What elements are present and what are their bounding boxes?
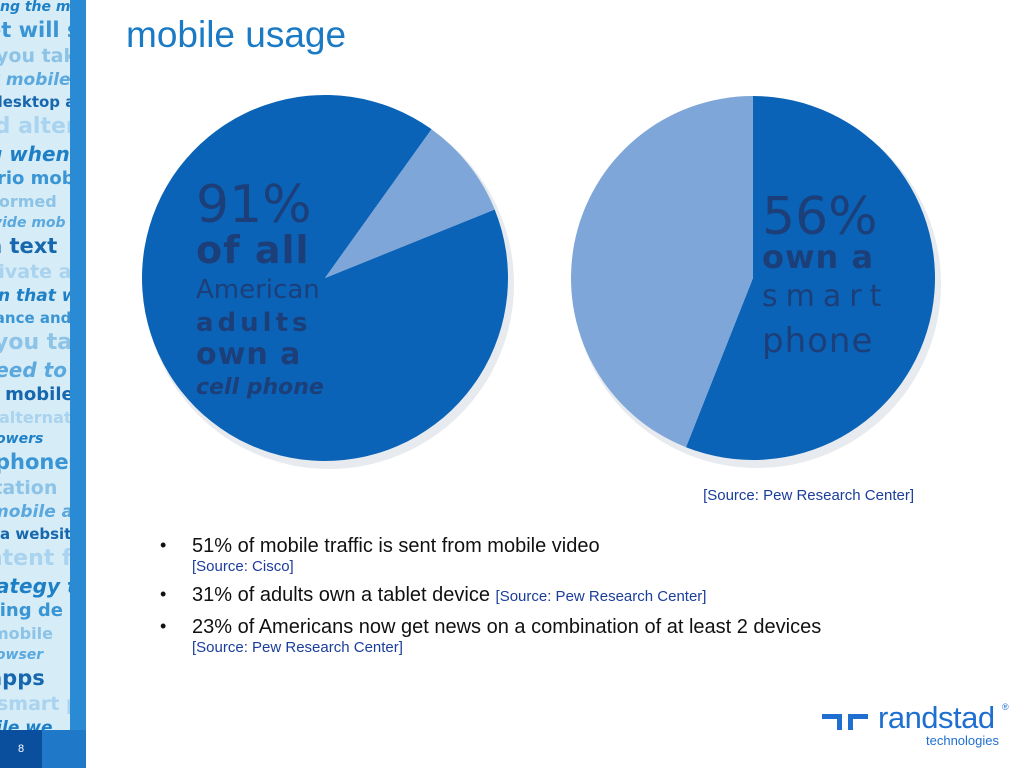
bullet-text: 31% of adults own a tablet device — [192, 584, 490, 607]
bullet-item: • 51% of mobile traffic is sent from mobi… — [160, 535, 960, 575]
bullet-text: 51% of mobile traffic is sent from mobil… — [192, 535, 600, 557]
bullet-list: • 51% of mobile traffic is sent from mobi… — [160, 535, 960, 666]
side-word: bile we — [0, 718, 53, 731]
bullet-dot: • — [160, 584, 167, 605]
pie-overlay-label: adults — [196, 308, 311, 338]
side-word: browser — [0, 647, 44, 663]
side-word: et will shi — [0, 18, 70, 42]
pie-overlay-label: cell phone — [196, 375, 324, 400]
side-word: smart phon — [0, 693, 70, 715]
bullet-source: [Source: Cisco] — [192, 558, 294, 575]
pie-overlay-label: 91% — [196, 175, 312, 235]
side-word: ntent for — [0, 546, 70, 571]
side-word: rformed — [0, 192, 57, 211]
side-word: nd alterna — [0, 114, 70, 139]
pie-overlay-label: smart — [762, 279, 889, 314]
side-word: fring de — [0, 600, 63, 621]
footer-accent-box — [42, 730, 86, 768]
bullet-item: • 23% of Americans now get news on a comb… — [160, 616, 960, 656]
side-word: desktop acc — [0, 93, 70, 111]
side-word: n that will — [0, 286, 70, 306]
side-word: apps — [0, 666, 45, 690]
side-word: g when — [0, 142, 70, 166]
side-word: powers — [0, 431, 44, 447]
side-word: ng the mob — [0, 0, 70, 15]
side-word: vide mob — [0, 215, 66, 231]
side-word: you take — [0, 45, 70, 67]
side-word: vance and — [0, 309, 70, 327]
side-word: a website — [0, 525, 70, 543]
bullet-text: 23% of Americans now get news on a combi… — [192, 616, 822, 639]
logo-subtitle: technologies — [926, 733, 999, 748]
bullet-dot: • — [160, 616, 167, 637]
side-word: phones — [0, 450, 70, 474]
side-word-cloud: ng the mob et will shi you take ly mobile de… — [0, 0, 70, 730]
side-word: rivate and — [0, 261, 70, 283]
pie-overlay-label: of all — [196, 228, 310, 272]
logo-wordmark: randstad — [878, 700, 995, 735]
side-word: r mobile — [0, 384, 70, 405]
side-word: mobile — [0, 624, 53, 643]
randstad-mark-icon — [822, 714, 868, 730]
bullet-item: • 31% of adults own a tablet device [Sour… — [160, 584, 960, 607]
pie-overlay-label: own a — [196, 337, 301, 372]
bullet-dot: • — [160, 535, 167, 555]
side-word: mobile app — [0, 502, 70, 522]
slide-number: 8 — [17, 743, 25, 755]
bullet-source: [Source: Pew Research Center] — [495, 588, 707, 606]
logo-registered-mark: ® — [1002, 702, 1009, 712]
pie-overlay-label: phone — [762, 321, 873, 361]
footer-number-box — [0, 730, 42, 768]
side-word: you take — [0, 330, 70, 355]
side-word: ly mobile — [0, 70, 70, 90]
side-word: alternative — [0, 408, 70, 427]
side-word: station — [0, 477, 58, 499]
side-accent-bar — [70, 0, 86, 730]
bullet-source: [Source: Pew Research Center] — [192, 639, 403, 657]
side-word: need to — [0, 358, 67, 382]
pie-slice — [686, 96, 935, 460]
pie-overlay-label: 56% — [762, 187, 878, 247]
pie-slice — [570, 96, 753, 448]
randstad-logo: randstad ® technologies — [822, 700, 1012, 752]
pie-overlay-label: American — [196, 275, 320, 305]
side-word: rio mobil — [0, 168, 70, 189]
page-title: mobile usage — [126, 14, 347, 55]
pie-slice — [325, 129, 495, 278]
side-word: in text — [0, 234, 58, 258]
side-word: ategy to — [0, 574, 70, 598]
chart-source: [Source: Pew Research Center] — [703, 487, 914, 504]
pie-overlay-label: own a — [762, 238, 874, 276]
